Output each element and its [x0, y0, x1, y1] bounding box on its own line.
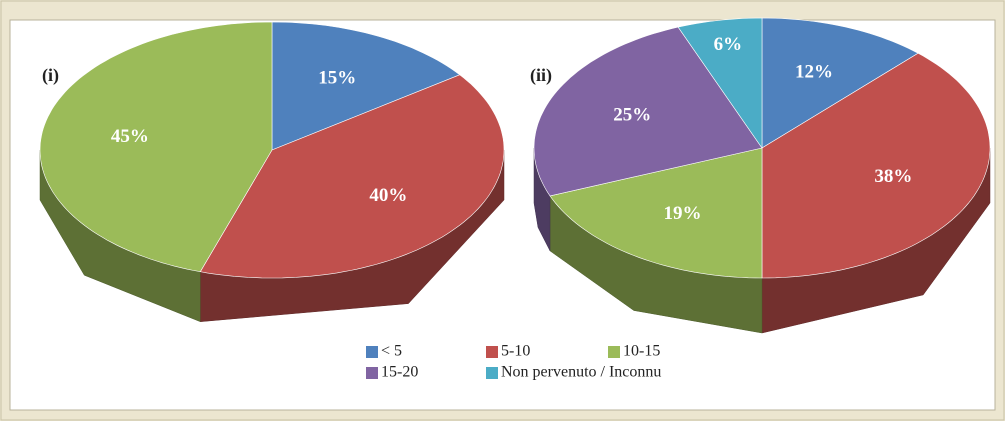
legend-swatch: [366, 346, 378, 358]
pie-slice: [271, 21, 461, 151]
pie-slice: [533, 26, 763, 197]
data-label: 45%: [111, 126, 149, 147]
legend-label: < 5: [381, 343, 402, 360]
data-label: 38%: [874, 166, 912, 187]
legend-swatch: [608, 346, 620, 358]
pie-slice: [549, 147, 763, 279]
data-label: 12%: [795, 61, 833, 82]
pie-slice: [761, 52, 991, 279]
data-label: 6%: [714, 34, 743, 55]
pie-slice: [761, 17, 919, 149]
chart-title: (i): [42, 65, 59, 86]
pie-slice: [677, 17, 763, 149]
pie-slice: [39, 21, 273, 273]
legend-label: 10-15: [623, 343, 660, 360]
legend-swatch: [486, 367, 498, 379]
legend-label: 15-20: [381, 364, 418, 381]
pie-slice: [199, 74, 505, 279]
data-label: 15%: [318, 68, 356, 89]
data-label: 25%: [613, 104, 651, 125]
legend-swatch: [486, 346, 498, 358]
data-label: 19%: [664, 203, 702, 224]
legend-label: 5-10: [501, 343, 530, 360]
legend-swatch: [366, 367, 378, 379]
chart-title: (ii): [530, 65, 552, 86]
legend-label: Non pervenuto / Inconnu: [501, 364, 661, 381]
data-label: 40%: [369, 185, 407, 206]
